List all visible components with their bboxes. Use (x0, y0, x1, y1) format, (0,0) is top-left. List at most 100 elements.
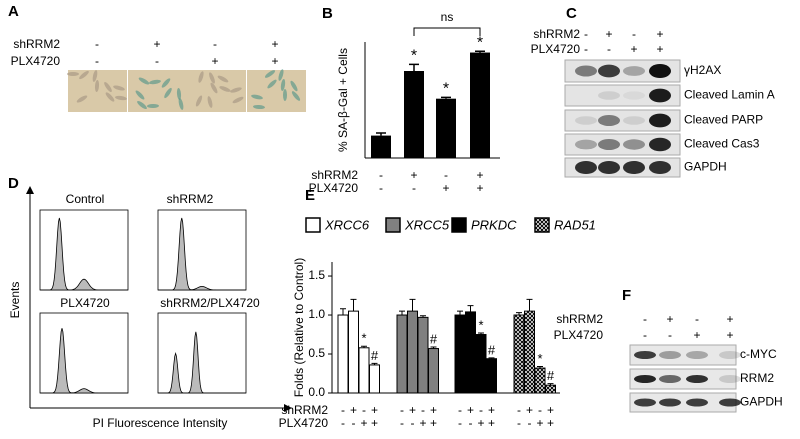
error-bar (457, 310, 463, 316)
bar (369, 364, 380, 394)
bar (371, 135, 391, 158)
condition-sign: - (668, 328, 672, 342)
condition-sign: - (411, 416, 415, 430)
condition-sign: - (458, 403, 462, 417)
blot-strip (564, 133, 681, 156)
blot-band (659, 375, 681, 383)
blot-label: GAPDH (684, 160, 727, 174)
bar (417, 316, 429, 394)
condition-sign: - (95, 54, 99, 68)
cell (92, 70, 98, 82)
blot-band (634, 398, 656, 407)
blot-band (686, 375, 708, 383)
blot-strip (564, 84, 681, 107)
blot-band (623, 160, 645, 175)
condition-sign: - (695, 312, 699, 326)
bar (348, 310, 359, 394)
cell (280, 79, 286, 91)
blot-band (719, 351, 741, 359)
error-bar (371, 362, 378, 365)
histogram (158, 331, 246, 394)
y-tick-label: 0.5 (308, 346, 325, 360)
blot-band (649, 88, 671, 103)
error-bar (488, 357, 495, 359)
bar (436, 98, 456, 158)
bar (513, 314, 525, 394)
legend-label: XRCC5 (404, 217, 450, 232)
cell (138, 77, 150, 85)
condition-sign: + (726, 312, 733, 326)
condition-label: shRRM2 (311, 168, 358, 182)
condition-sign: + (419, 416, 426, 430)
blot-band (634, 375, 656, 383)
condition-sign: - (528, 416, 532, 430)
condition-sign: - (155, 54, 159, 68)
bar (404, 71, 424, 158)
condition-sign: + (536, 416, 543, 430)
legend-swatch (305, 217, 321, 233)
significance: * (443, 81, 449, 98)
condition-sign: - (213, 37, 217, 51)
cell (115, 95, 127, 101)
error-bar (467, 305, 474, 312)
cell (94, 80, 100, 92)
condition-sign: + (442, 181, 449, 195)
cell (164, 87, 172, 99)
condition-sign: + (153, 37, 160, 51)
panel-letter: E (305, 187, 315, 204)
error-bar (526, 298, 533, 312)
y-tick-label: 0.0 (308, 385, 325, 399)
histogram (40, 217, 128, 291)
condition-sign: + (547, 403, 554, 417)
condition-sign: - (400, 403, 404, 417)
blot-label: γH2AX (684, 63, 721, 77)
cell (79, 70, 89, 80)
cell (76, 95, 88, 103)
legend-label: XRCC6 (324, 217, 370, 232)
cell (207, 96, 213, 108)
blot-band (623, 91, 645, 100)
blot-band (719, 398, 741, 407)
blot-strip (629, 368, 737, 390)
condition-label: shRRM2 (281, 403, 328, 417)
histogram-title: PLX4720 (60, 296, 110, 310)
cell (219, 86, 231, 92)
condition-sign: - (400, 416, 404, 430)
blot-band (598, 91, 620, 100)
error-bar (376, 132, 386, 136)
blot-band (575, 65, 597, 77)
blot-strip (564, 157, 681, 178)
condition-sign: + (488, 403, 495, 417)
comparison-label: ns (441, 10, 454, 24)
y-tick-label: 1.0 (308, 307, 325, 321)
condition-sign: - (517, 403, 521, 417)
condition-sign: + (476, 181, 483, 195)
blot-band (686, 398, 708, 407)
condition-label: shRRM2 (556, 312, 603, 326)
blot-band (634, 351, 656, 359)
condition-sign: + (488, 416, 495, 430)
bar (465, 311, 476, 394)
error-bar (516, 312, 522, 316)
histogram-frame (157, 312, 247, 394)
cell (283, 89, 287, 101)
cell (253, 104, 265, 110)
condition-sign: - (412, 181, 416, 195)
cell (105, 92, 115, 102)
blot-strip (564, 109, 681, 132)
blot-band (686, 351, 708, 359)
condition-sign: + (430, 403, 437, 417)
blot-band (623, 139, 645, 150)
cell (176, 88, 182, 100)
significance: * (411, 48, 417, 65)
cell (278, 69, 284, 81)
cell (104, 81, 112, 93)
blot-label: Cleaved Cas3 (684, 137, 760, 151)
histogram (158, 217, 246, 291)
comparison-bracket (413, 27, 481, 36)
histogram-frame (39, 209, 129, 291)
blot-band (575, 160, 597, 175)
bar (524, 310, 535, 394)
condition-sign: - (341, 416, 345, 430)
blot-band (659, 398, 681, 407)
